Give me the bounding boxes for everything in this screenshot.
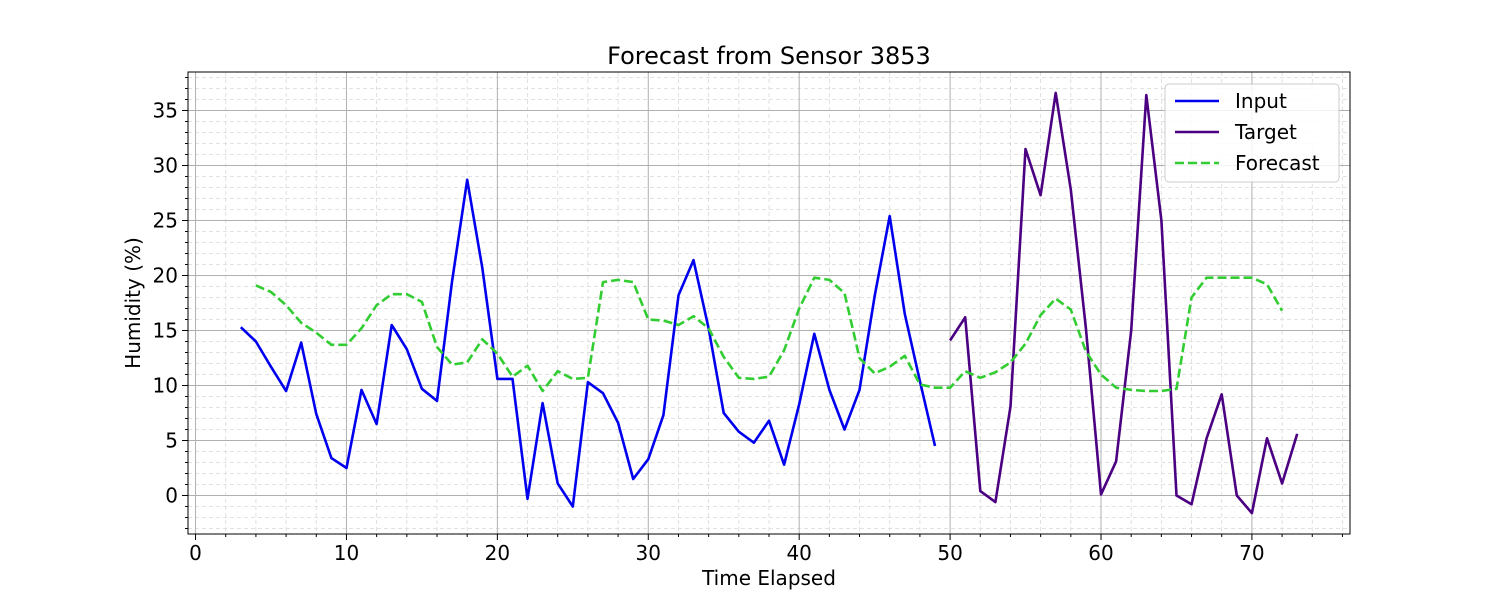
x-tick-label: 0 [189, 541, 202, 565]
legend: Input Target Forecast [1164, 83, 1340, 183]
legend-label-forecast: Forecast [1235, 151, 1320, 175]
series-line-forecast [255, 276, 1284, 393]
y-tick-label: 20 [153, 264, 178, 288]
chart-title: Forecast from Sensor 3853 [607, 42, 931, 70]
x-tick-label: 40 [786, 541, 811, 565]
series-lines [239, 91, 1299, 515]
legend-box [1164, 83, 1340, 183]
x-tick-label: 10 [334, 541, 359, 565]
series-line-target [949, 91, 1299, 515]
y-tick-label: 25 [153, 209, 178, 233]
grid [188, 72, 1350, 534]
axis-ticks: 0 10 20 30 40 50 60 70 0 5 10 15 20 25 30 35 [153, 77, 1343, 565]
y-tick-label: 5 [165, 429, 178, 453]
x-tick-label: 30 [636, 541, 661, 565]
y-tick-label: 10 [153, 374, 178, 398]
x-tick-label: 70 [1239, 541, 1264, 565]
x-tick-label: 60 [1088, 541, 1113, 565]
x-tick-label: 50 [937, 541, 962, 565]
legend-label-target: Target [1234, 120, 1297, 144]
legend-label-input: Input [1235, 89, 1287, 113]
x-axis-title: Time Elapsed [701, 566, 836, 590]
x-tick-label: 20 [485, 541, 510, 565]
y-tick-label: 0 [165, 484, 178, 508]
y-tick-label: 35 [153, 99, 178, 123]
y-axis-title: Humidity (%) [121, 237, 145, 369]
y-tick-label: 15 [153, 319, 178, 343]
y-tick-label: 30 [153, 154, 178, 178]
series-line-input [239, 178, 937, 508]
